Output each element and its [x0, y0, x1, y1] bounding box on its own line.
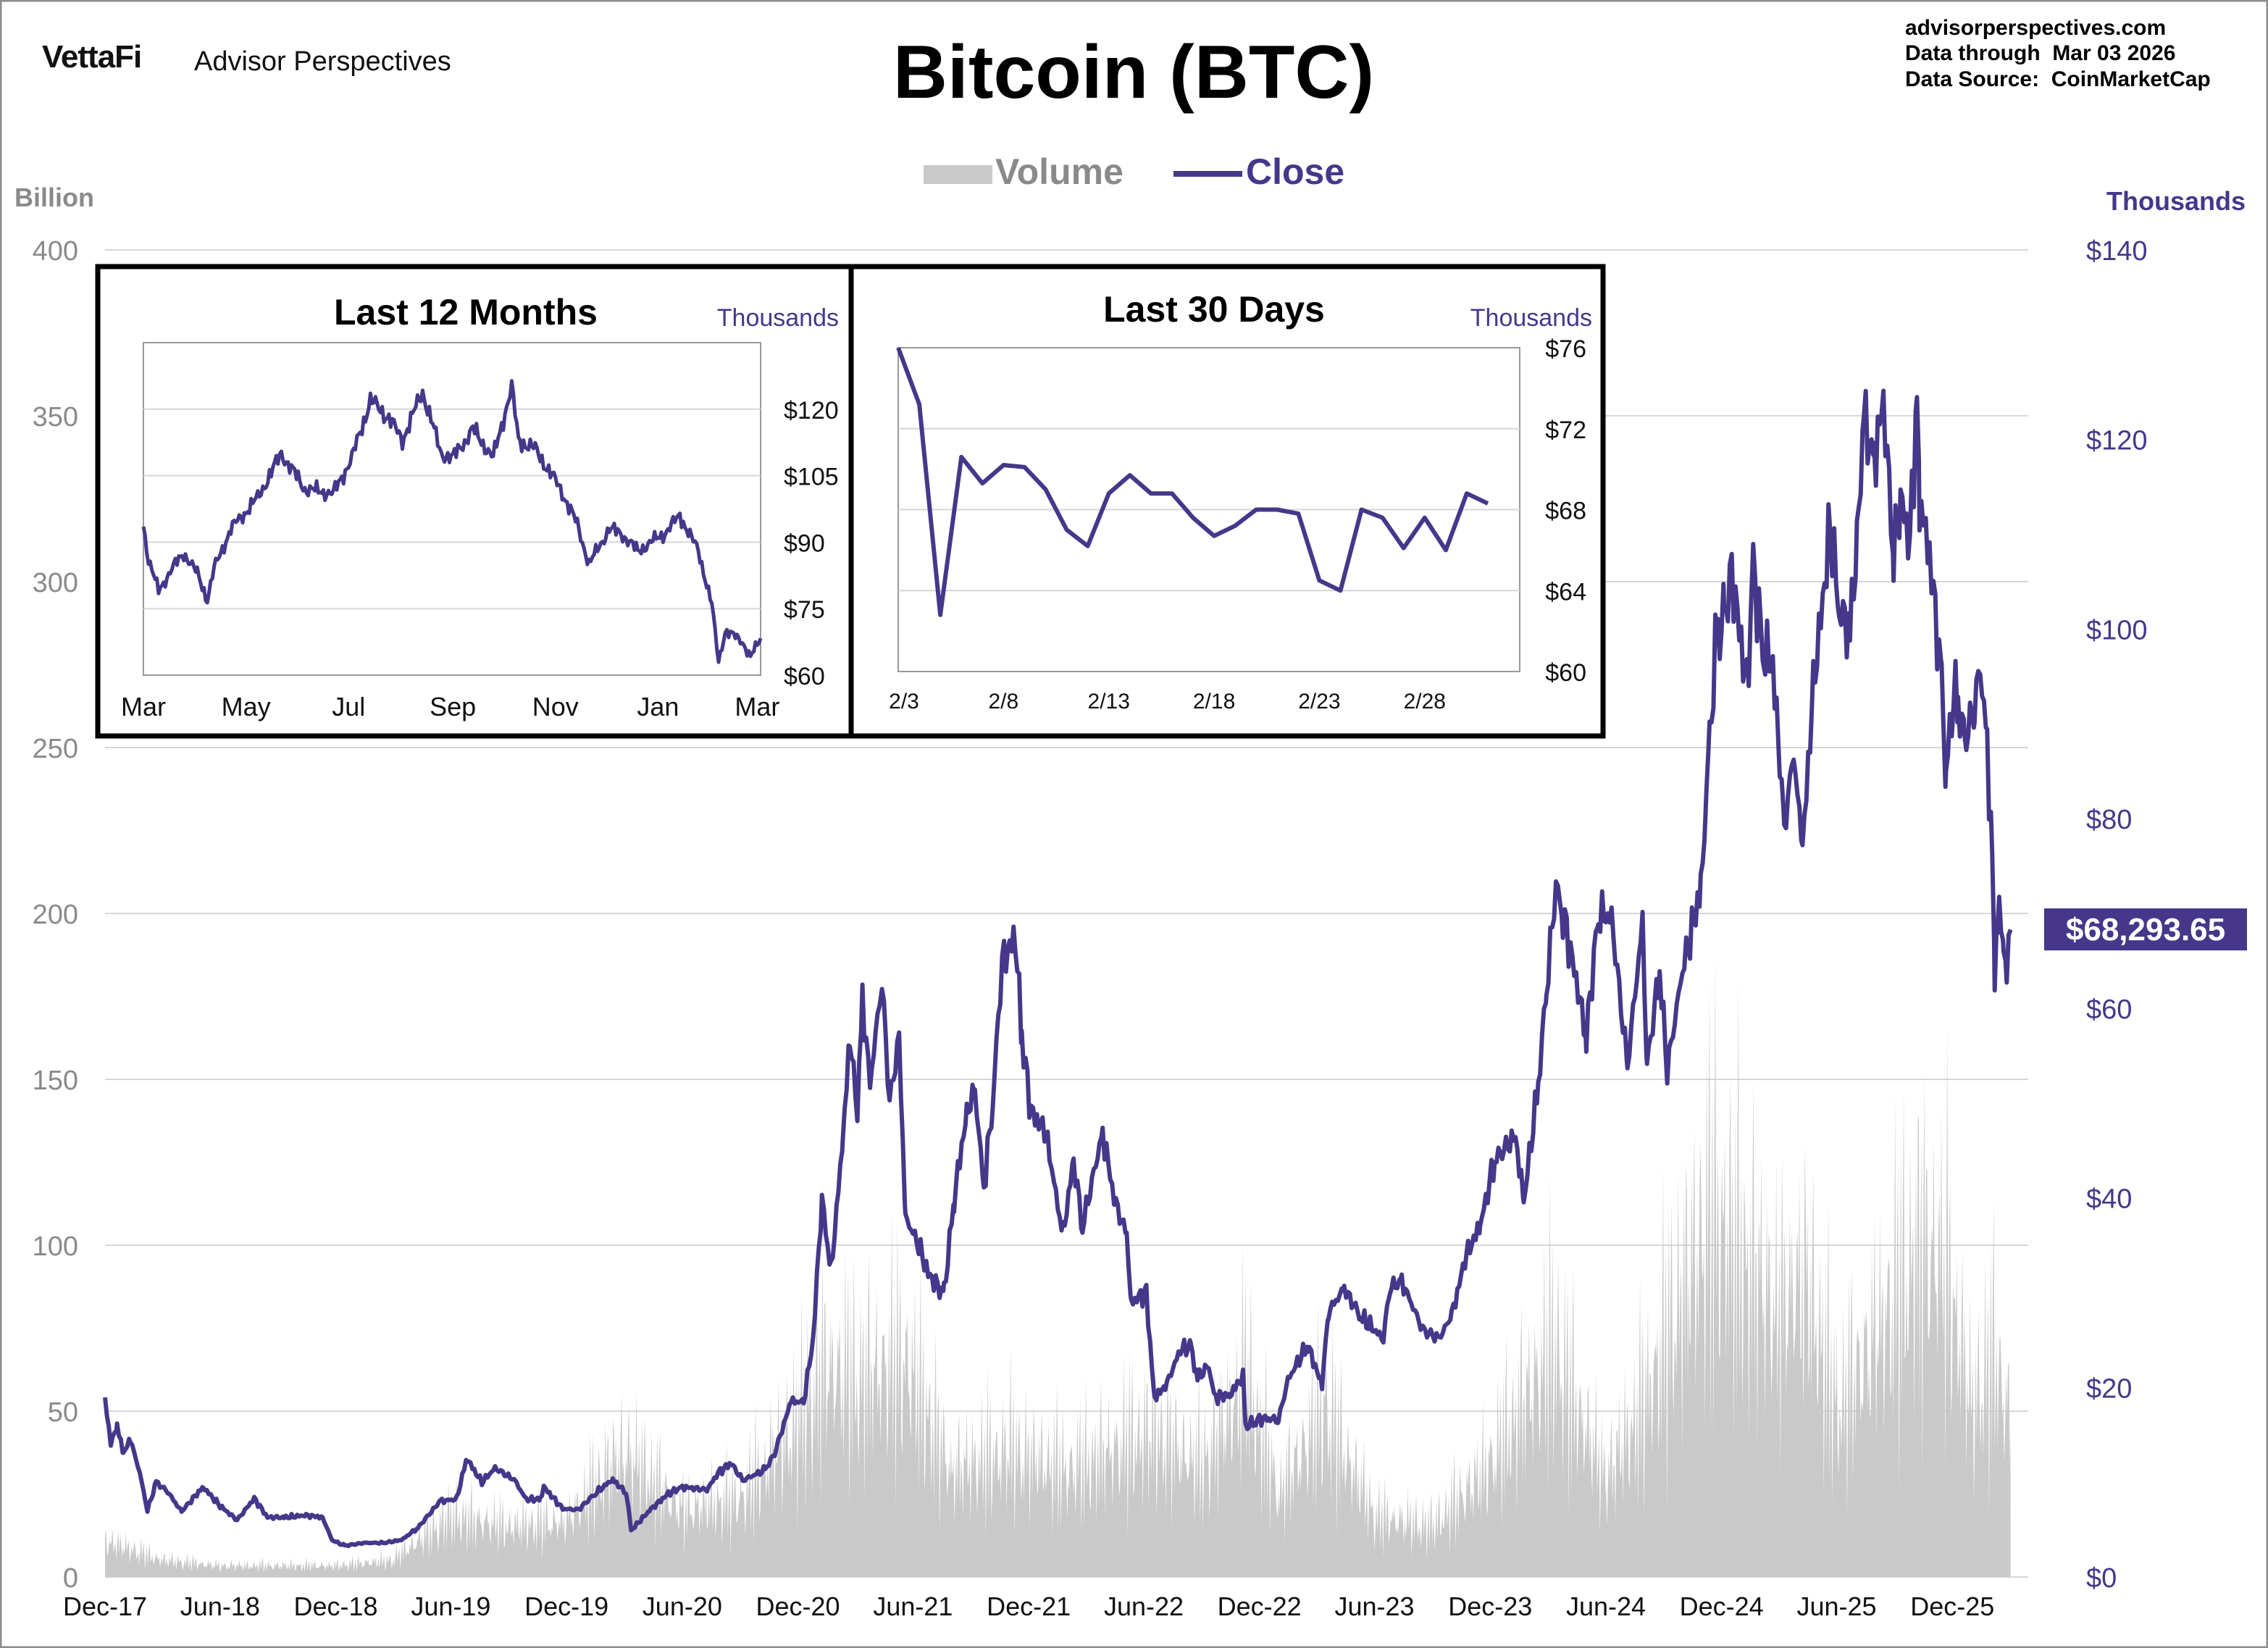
inset-x-tick-label: Mar — [121, 692, 166, 721]
left-axis-tick-label: 100 — [33, 1231, 78, 1262]
inset-y-tick-label: $72 — [1545, 417, 1586, 444]
inset-y-tick-label: $60 — [784, 663, 825, 690]
inset-close-line — [896, 346, 1489, 617]
inset-x-tick-label: 2/23 — [1298, 690, 1340, 714]
x-axis-tick-label: Jun-25 — [1797, 1591, 1877, 1621]
site-url: advisorperspectives.com — [1905, 16, 2166, 40]
inset-x-tick-label: 2/13 — [1088, 690, 1130, 714]
inset-x-tick-label: Nov — [532, 692, 579, 721]
right-axis-tick-label: $120 — [2086, 426, 2148, 456]
data-through: Data through Mar 03 2026 — [1905, 41, 2175, 65]
inset-y-tick-label: $60 — [1545, 659, 1586, 687]
x-axis-tick-label: Dec-24 — [1680, 1591, 1764, 1621]
x-axis-tick-label: Jun-21 — [873, 1591, 953, 1621]
inset-y-tick-label: $76 — [1545, 335, 1586, 363]
right-axis-tick-label: $20 — [2086, 1373, 2132, 1404]
inset-title: Last 12 Months — [334, 292, 598, 332]
x-axis-tick-label: Dec-23 — [1448, 1591, 1532, 1621]
x-axis-tick-label: Dec-22 — [1218, 1591, 1302, 1621]
inset-title: Last 30 Days — [1103, 289, 1325, 330]
left-axis-tick-label: 350 — [33, 402, 78, 432]
right-axis-tick-label: $60 — [2086, 995, 2132, 1025]
right-axis-unit: Thousands — [2106, 186, 2246, 216]
inset-last-30-days: Last 30 Days Thousands $76 $72 $68 $64 $60 2/3 2… — [848, 264, 1606, 739]
legend-volume-label: Volume — [995, 151, 1123, 192]
left-axis-tick-label: 0 — [63, 1563, 78, 1594]
inset-x-tick-label: 2/18 — [1193, 690, 1235, 714]
inset-x-tick-label: 2/28 — [1404, 690, 1446, 714]
x-axis-tick-label: Dec-25 — [1910, 1591, 1994, 1621]
page-title: Bitcoin (BTC) — [893, 30, 1374, 114]
x-axis-tick-label: Jun-19 — [411, 1591, 490, 1621]
inset-x-tick-label: May — [222, 692, 271, 721]
x-axis-tick-label: Jun-24 — [1566, 1591, 1646, 1621]
inset-x-tick-label: Sep — [430, 692, 476, 721]
legend: Volume Close — [924, 151, 1344, 192]
x-axis-tick-label: Dec-18 — [294, 1591, 378, 1621]
left-axis-tick-label: 250 — [33, 734, 78, 764]
inset-x-tick-label: Jul — [332, 692, 365, 721]
inset-y-unit: Thousands — [1470, 304, 1592, 332]
legend-volume-swatch — [924, 165, 992, 184]
left-axis-tick-label: 50 — [48, 1397, 78, 1428]
x-axis-tick-label: Jun-23 — [1335, 1591, 1415, 1621]
x-axis-tick-label: Dec-17 — [63, 1591, 147, 1621]
legend-close-label: Close — [1246, 151, 1344, 192]
left-axis-unit: Billion — [14, 183, 94, 212]
inset-y-tick-label: $90 — [784, 530, 825, 557]
x-axis-tick-label: Dec-20 — [756, 1591, 840, 1621]
inset-x-tick-label: 2/8 — [988, 690, 1018, 714]
volume-area — [105, 955, 2011, 1577]
data-source: Data Source: CoinMarketCap — [1905, 67, 2211, 91]
last-value-badge: $68,293.65 — [2044, 908, 2247, 950]
inset-x-tick-label: 2/3 — [889, 690, 919, 714]
logo-brand: VettaFi — [42, 39, 141, 75]
right-axis-tick-label: $40 — [2086, 1184, 2132, 1215]
x-axis-tick-label: Jun-18 — [180, 1591, 260, 1621]
inset-close-line — [141, 379, 763, 664]
inset-y-unit: Thousands — [717, 304, 839, 332]
close-price-line — [103, 388, 2013, 1549]
inset-x-tick-label: Jan — [637, 692, 679, 721]
inset-frame — [95, 264, 854, 739]
left-axis-tick-label: 400 — [33, 236, 78, 267]
left-axis-tick-label: 200 — [33, 900, 78, 930]
right-axis-tick-label: $140 — [2086, 236, 2148, 267]
inset-frame — [848, 264, 1606, 739]
logo-product: Advisor Perspectives — [194, 46, 451, 77]
inset-last-12-months: Last 12 Months Thousands $120 $105 $90 $75 $60… — [95, 264, 854, 739]
inset-y-tick-label: $105 — [784, 464, 839, 491]
x-axis-tick-label: Jun-22 — [1104, 1591, 1184, 1621]
right-axis-tick-label: $0 — [2086, 1563, 2117, 1594]
right-axis-tick-label: $100 — [2086, 615, 2148, 645]
inset-y-tick-label: $120 — [784, 397, 839, 424]
last-value-text: $68,293.65 — [2066, 912, 2225, 948]
x-axis-tick-label: Dec-19 — [524, 1591, 608, 1621]
left-axis-tick-label: 300 — [33, 568, 78, 598]
inset-y-tick-label: $68 — [1545, 498, 1586, 525]
inset-x-tick-label: Mar — [735, 692, 779, 721]
inset-y-tick-label: $75 — [784, 596, 825, 624]
right-axis-tick-label: $80 — [2086, 805, 2132, 835]
x-axis-tick-label: Dec-21 — [987, 1591, 1071, 1621]
x-axis-tick-label: Jun-20 — [643, 1591, 722, 1621]
inset-plot-border — [143, 342, 761, 676]
inset-y-tick-label: $64 — [1545, 578, 1586, 606]
left-axis-tick-label: 150 — [33, 1066, 78, 1096]
